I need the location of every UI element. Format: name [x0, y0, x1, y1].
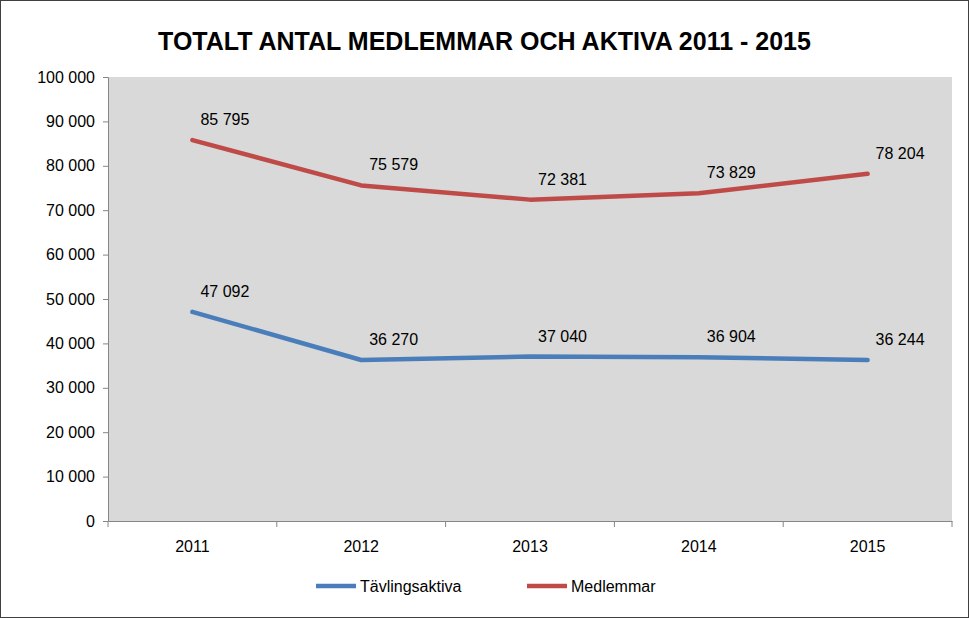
data-label: 75 579 — [369, 156, 418, 173]
y-tick: 70 000 — [46, 202, 108, 219]
y-tick-label: 30 000 — [46, 379, 95, 396]
y-axis: 0 10 000 20 000 30 000 40 000 50 000 60 000 70 … — [37, 69, 108, 530]
x-tick-label: 2015 — [850, 538, 886, 555]
data-label: 36 244 — [876, 331, 925, 348]
x-tick: 2013 — [512, 521, 548, 555]
data-label: 78 204 — [876, 145, 925, 162]
y-tick-mark — [103, 388, 108, 389]
y-tick-label: 80 000 — [46, 157, 95, 174]
x-separator — [614, 521, 615, 527]
y-tick-mark — [103, 121, 108, 122]
y-axis-line — [103, 78, 109, 522]
data-labels: 47 092 36 270 37 040 36 904 36 244 85 795 75 5… — [200, 111, 924, 348]
y-tick-mark — [103, 521, 108, 522]
y-tick-mark — [103, 477, 108, 478]
x-tick-label: 2014 — [681, 538, 717, 555]
legend-label: Medlemmar — [571, 578, 656, 595]
y-tick-label: 60 000 — [46, 246, 95, 263]
series-group — [192, 140, 867, 360]
legend-item: Tävlingsaktiva — [316, 578, 461, 595]
y-tick-mark — [103, 255, 108, 256]
y-tick-label: 40 000 — [46, 335, 95, 352]
y-tick-label: 0 — [86, 513, 95, 530]
y-tick: 60 000 — [46, 246, 108, 263]
series-line — [192, 312, 867, 360]
data-label: 72 381 — [538, 171, 587, 188]
legend-label: Tävlingsaktiva — [360, 578, 461, 595]
x-tick: 2014 — [681, 521, 717, 555]
y-tick: 10 000 — [46, 468, 108, 485]
data-label: 85 795 — [200, 111, 249, 128]
y-tick: 40 000 — [46, 335, 108, 352]
y-tick-label: 100 000 — [37, 69, 95, 86]
x-separator — [952, 521, 953, 527]
y-tick-mark — [103, 77, 108, 78]
data-label: 73 829 — [707, 164, 756, 181]
title: TOTALT ANTAL MEDLEMMAR OCH AKTIVA 2011 -… — [158, 27, 811, 55]
x-tick-label: 2013 — [512, 538, 548, 555]
chart-border — [1, 1, 969, 618]
y-tick-label: 10 000 — [46, 468, 95, 485]
x-tick: 2015 — [850, 521, 886, 555]
y-tick: 30 000 — [46, 379, 108, 396]
y-tick-mark — [103, 166, 108, 167]
y-tick: 90 000 — [46, 113, 108, 130]
x-separator — [108, 521, 109, 527]
y-tick: 0 — [86, 513, 108, 530]
y-tick-label: 90 000 — [46, 113, 95, 130]
y-tick: 50 000 — [46, 291, 108, 308]
legend-swatch — [316, 584, 356, 589]
y-tick: 80 000 — [46, 157, 108, 174]
x-tick: 2012 — [343, 521, 379, 555]
x-tick-label: 2012 — [343, 538, 379, 555]
y-tick-mark — [103, 210, 108, 211]
x-axis-line — [109, 521, 953, 522]
x-tick: 2011 — [175, 521, 210, 555]
data-label: 36 270 — [369, 331, 418, 348]
y-tick-label: 50 000 — [46, 291, 95, 308]
x-axis: 2011 2012 2013 2014 2015 — [109, 521, 953, 555]
data-label: 36 904 — [707, 328, 756, 345]
legend: Tävlingsaktiva Medlemmar — [316, 578, 656, 595]
data-label: 47 092 — [200, 283, 249, 300]
y-tick-label: 20 000 — [46, 424, 95, 441]
x-separator — [783, 521, 784, 527]
y-tick-label: 70 000 — [46, 202, 95, 219]
x-separator — [445, 521, 446, 527]
chart: TOTALT ANTAL MEDLEMMAR OCH AKTIVA 2011 -… — [0, 0, 969, 618]
y-tick: 20 000 — [46, 424, 108, 441]
plot-area — [108, 77, 952, 521]
y-tick-mark — [103, 299, 108, 300]
data-label: 37 040 — [538, 328, 587, 345]
legend-swatch — [527, 584, 567, 589]
series-line — [192, 140, 867, 200]
y-tick-mark — [103, 343, 108, 344]
x-tick-label: 2011 — [175, 538, 210, 555]
legend-item: Medlemmar — [527, 578, 656, 595]
x-separator — [276, 521, 277, 527]
y-tick: 100 000 — [37, 69, 108, 86]
plot: 0 10 000 20 000 30 000 40 000 50 000 60 000 70 … — [37, 69, 952, 556]
y-tick-mark — [103, 432, 108, 433]
